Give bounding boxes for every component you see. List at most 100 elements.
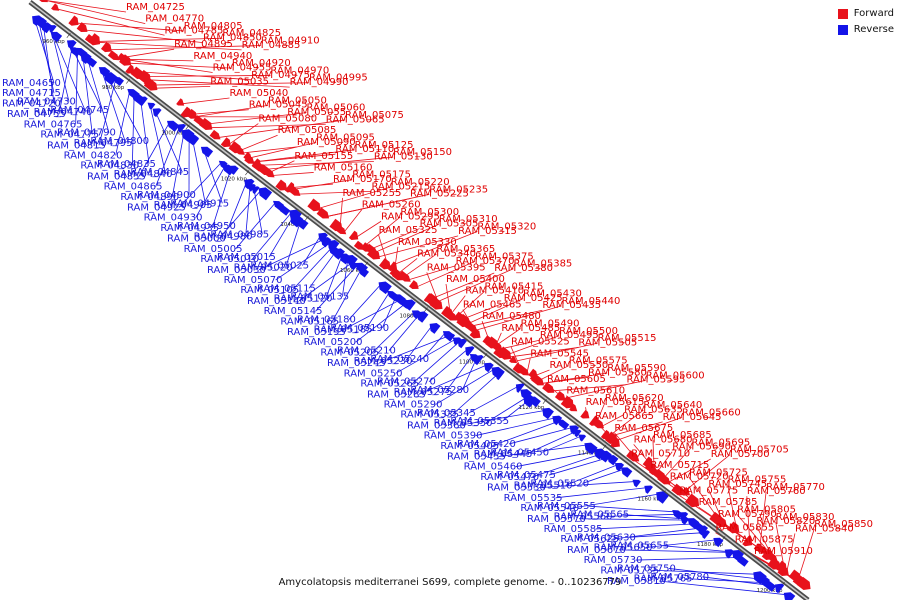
forward-leader-line [746, 496, 751, 544]
forward-leader-line [495, 328, 521, 347]
reverse-gene-label: RAM_04845 [130, 167, 189, 178]
forward-gene-arrow [186, 108, 198, 119]
forward-gene-label: RAM_05220 [391, 177, 450, 188]
reverse-gene-arrow [542, 407, 554, 420]
forward-leader-line [470, 309, 543, 327]
reverse-gene-label: RAM_05750 [617, 563, 676, 574]
forward-gene-label: RAM_05785 [699, 497, 758, 508]
forward-gene-label: RAM_05370 [456, 256, 515, 267]
forward-gene-label: RAM_05725 [689, 467, 748, 478]
reverse-leader-line [348, 283, 382, 320]
forward-leader-line [56, 8, 165, 36]
reverse-gene-arrow [713, 537, 724, 548]
legend-forward-swatch [837, 8, 848, 19]
reverse-gene-label: RAM_04800 [90, 136, 149, 147]
reverse-leader-line [605, 513, 682, 517]
reverse-leader-line [565, 464, 618, 486]
forward-gene-label: RAM_05700 [711, 449, 770, 460]
forward-leader-line [45, 0, 127, 13]
tick-label: 1200 kbp [757, 588, 783, 594]
leader-lines [34, 0, 815, 596]
reverse-leader-line [582, 469, 624, 484]
reverse-gene-arrow [50, 31, 63, 43]
reverse-gene-label: RAM_05020 [234, 262, 293, 273]
reverse-gene-arrow [166, 120, 180, 132]
forward-gene-arrow [610, 437, 620, 448]
reverse-gene-arrow [774, 583, 785, 594]
forward-gene-label: RAM_04910 [261, 36, 320, 47]
reverse-gene-label: RAM_05070 [224, 275, 283, 286]
forward-gene-arrow [796, 576, 811, 590]
reverse-leader-line [218, 189, 262, 239]
reverse-leader-line [275, 242, 331, 281]
forward-leader-line [396, 258, 418, 275]
reverse-gene-label: RAM_05655 [610, 541, 669, 552]
forward-gene-arrow [397, 270, 411, 282]
reverse-gene-label: RAM_05530 [487, 483, 546, 494]
reverse-leader-line [285, 221, 301, 268]
tick-label: 1000 kbp [161, 131, 187, 137]
reverse-leader-line [485, 397, 526, 424]
forward-gene-label: RAM_04940 [193, 51, 252, 62]
forward-gene-arrow [657, 472, 671, 485]
forward-gene-label: RAM_05325 [379, 225, 438, 236]
reverse-gene-arrow [724, 549, 735, 559]
forward-gene-arrow [580, 409, 590, 419]
reverse-gene-arrow [113, 76, 124, 86]
forward-leader-line [318, 186, 391, 209]
reverse-gene-arrow [333, 248, 345, 260]
reverse-gene-label: RAM_05630 [577, 532, 636, 543]
forward-leader-line [416, 261, 476, 288]
forward-gene-label: RAM_05055 [287, 107, 346, 118]
reverse-gene-label: RAM_04930 [144, 213, 203, 224]
reverse-gene-arrow [495, 371, 504, 381]
tick-mark [126, 78, 131, 84]
reverse-gene-arrow [104, 72, 118, 86]
forward-gene-label: RAM_05715 [651, 460, 710, 471]
reverse-gene-label: RAM_05205 [320, 347, 379, 358]
forward-gene-label: RAM_04770 [145, 14, 204, 25]
forward-gene-label: RAM_05590 [607, 363, 666, 374]
reverse-gene-label: RAM_05360 [407, 420, 466, 431]
forward-leader-line [292, 179, 353, 190]
reverse-gene-label: RAM_05000 [167, 234, 226, 245]
reverse-gene-label: RAM_04715 [2, 88, 61, 99]
reverse-leader-line [588, 505, 675, 513]
backbone-highlight [29, 1, 809, 600]
reverse-gene-label: RAM_05105 [240, 285, 299, 296]
reverse-gene-label: RAM_05670 [567, 545, 626, 556]
forward-leader-line [374, 223, 440, 253]
forward-gene-arrow [727, 521, 740, 534]
forward-leader-line [607, 421, 663, 438]
tick-label: 980 kbp [102, 85, 125, 91]
forward-gene-label: RAM_05615 [586, 397, 645, 408]
forward-leader-line [775, 521, 785, 570]
forward-leader-line [535, 369, 550, 376]
forward-gene-label: RAM_05550 [549, 360, 608, 371]
forward-gene-label: RAM_05695 [691, 437, 750, 448]
reverse-gene-label: RAM_04790 [57, 128, 116, 139]
forward-gene-label: RAM_05665 [595, 411, 654, 422]
reverse-gene-label: RAM_05345 [417, 408, 476, 419]
forward-gene-label: RAM_05150 [393, 147, 452, 158]
reverse-leader-line [475, 417, 555, 436]
forward-gene-label: RAM_04805 [184, 21, 243, 32]
reverse-leader-line [685, 578, 766, 584]
forward-gene-arrow [408, 280, 419, 289]
forward-leader-line [475, 305, 562, 331]
forward-gene-label: RAM_05770 [766, 482, 825, 493]
forward-gene-label: RAM_05745 [708, 479, 767, 490]
reverse-leader-line [191, 138, 207, 206]
reverse-leader-line [115, 90, 131, 156]
forward-gene-label: RAM_05225 [410, 189, 469, 200]
forward-leader-line [45, 0, 146, 25]
forward-gene-arrow [51, 3, 60, 11]
tick-mark [245, 170, 250, 176]
forward-gene-label: RAM_04825 [222, 28, 281, 39]
reverse-gene-arrow [528, 396, 541, 408]
forward-gene-arrow [261, 166, 275, 178]
reverse-leader-line [468, 385, 519, 414]
forward-gene-label: RAM_05790 [718, 509, 777, 520]
reverse-gene-arrow [189, 136, 200, 146]
forward-gene-arrow [443, 308, 457, 321]
